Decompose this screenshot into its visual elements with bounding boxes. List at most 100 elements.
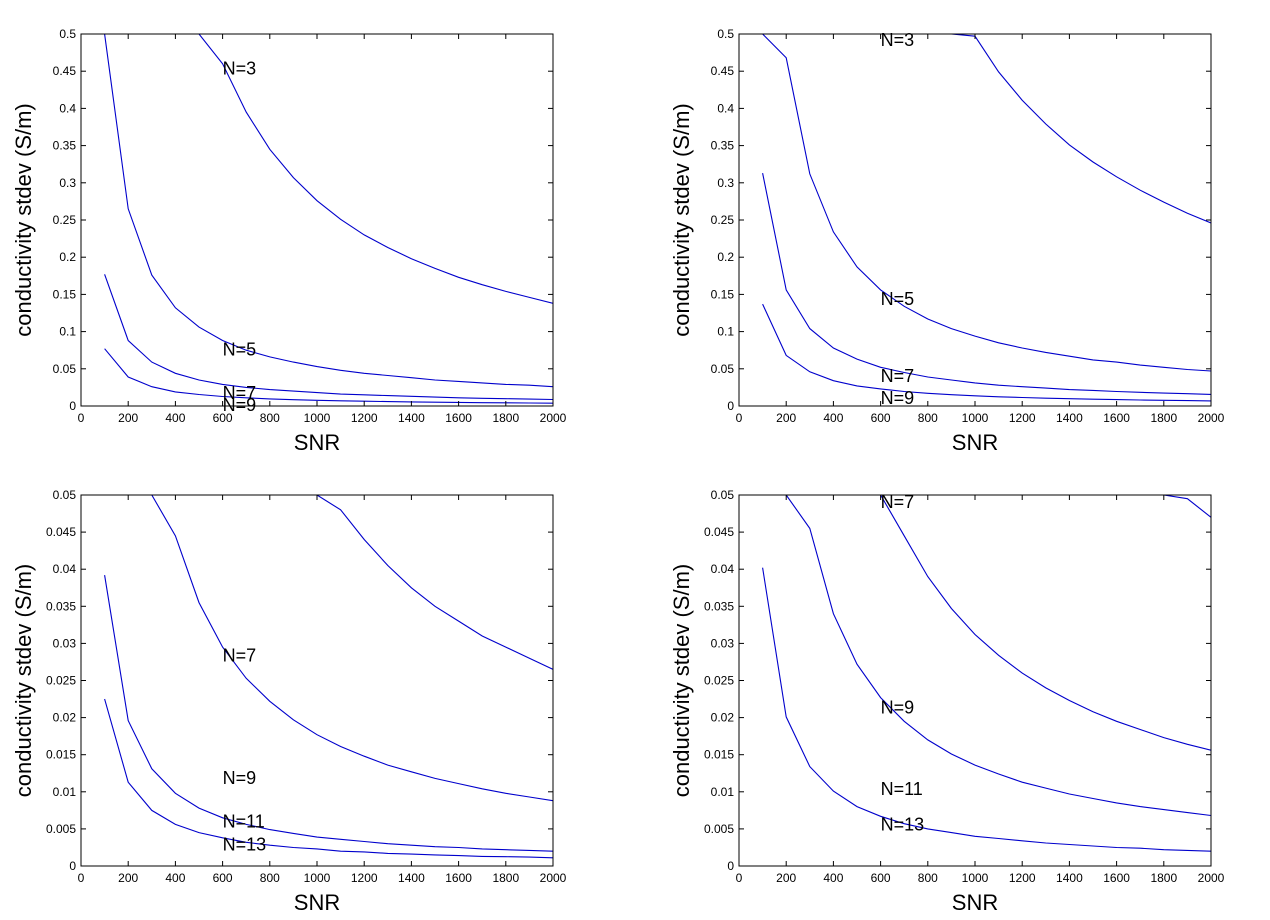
curve-label-n-7: N=7 <box>223 646 257 666</box>
chart-panel-4: 0 200 400 600 800 1000 1200 1400 1600 1800 2000 0 0.… <box>669 488 1225 915</box>
x-tick-label: 400 <box>165 871 185 885</box>
y-tick-label: 0.2 <box>59 250 76 264</box>
series-line-n-7 <box>762 172 1211 395</box>
y-tick-label: 0.01 <box>711 785 735 799</box>
x-tick-label: 800 <box>260 411 280 425</box>
x-tick-label: 1400 <box>1056 871 1083 885</box>
x-tick-label: 0 <box>736 411 743 425</box>
y-tick-label: 0.05 <box>711 362 735 376</box>
x-tick-label: 2000 <box>540 411 567 425</box>
y-tick-label: 0.25 <box>711 213 735 227</box>
y-tick-label: 0.15 <box>53 287 77 301</box>
y-tick-label: 0.04 <box>711 562 735 576</box>
y-axis-label: conductivity stdev (S/m) <box>11 564 36 798</box>
curve-label-n-3: N=3 <box>881 30 915 50</box>
x-tick-label: 600 <box>871 411 891 425</box>
curve-label-n-7: N=7 <box>223 383 257 403</box>
x-tick-label: 2000 <box>1198 411 1225 425</box>
curve-label-n-9: N=9 <box>223 395 257 415</box>
series-line-n-7 <box>104 495 553 670</box>
plot-frame <box>80 33 554 407</box>
x-tick-label: 1600 <box>445 411 472 425</box>
y-tick-label: 0.45 <box>711 64 735 78</box>
curve-label-n-9: N=9 <box>881 697 915 717</box>
y-axis-label: conductivity stdev (S/m) <box>669 564 694 798</box>
x-axis-label: SNR <box>952 890 998 915</box>
curve-label-n-9: N=9 <box>223 768 257 788</box>
x-tick-label: 1400 <box>398 871 425 885</box>
y-tick-label: 0.035 <box>704 599 734 613</box>
y-tick-label: 0 <box>727 399 734 413</box>
y-tick-label: 0.045 <box>46 525 76 539</box>
curve-label-n-13: N=13 <box>881 815 925 835</box>
x-tick-label: 1200 <box>351 871 378 885</box>
curve-label-n-9: N=9 <box>881 388 915 408</box>
x-tick-label: 600 <box>871 871 891 885</box>
chart-panel-3: 0 200 400 600 800 1000 1200 1400 1600 1800 2000 0 0.… <box>11 488 567 915</box>
x-tick-label: 0 <box>78 411 85 425</box>
x-tick-label: 200 <box>118 871 138 885</box>
y-tick-label: 0.45 <box>53 64 77 78</box>
y-tick-label: 0.2 <box>717 250 734 264</box>
x-tick-label: 1000 <box>962 871 989 885</box>
x-axis-label: SNR <box>294 430 340 455</box>
x-tick-label: 800 <box>260 871 280 885</box>
x-tick-label: 1800 <box>1150 411 1177 425</box>
x-tick-label: 1600 <box>445 871 472 885</box>
series-line-n-3 <box>104 34 553 304</box>
y-axis-label: conductivity stdev (S/m) <box>669 103 694 337</box>
series-line-n-13 <box>762 567 1211 852</box>
curve-label-n-11: N=11 <box>881 779 923 799</box>
y-tick-label: 0.05 <box>711 488 735 502</box>
y-tick-label: 0 <box>727 859 734 873</box>
series-line-n-9 <box>104 495 553 802</box>
y-tick-label: 0.15 <box>711 287 735 301</box>
y-tick-label: 0.05 <box>53 362 77 376</box>
y-tick-label: 0.5 <box>717 27 734 41</box>
series-line-n-7 <box>104 274 553 401</box>
y-tick-label: 0.04 <box>53 562 77 576</box>
x-tick-label: 400 <box>165 411 185 425</box>
x-tick-label: 1800 <box>492 871 519 885</box>
y-tick-label: 0.02 <box>53 711 77 725</box>
curve-label-n-7: N=7 <box>881 492 915 512</box>
plot-frame <box>738 33 1212 407</box>
series-line-n-5 <box>762 34 1211 372</box>
x-axis-label: SNR <box>294 890 340 915</box>
x-tick-label: 1400 <box>1056 411 1083 425</box>
x-tick-label: 600 <box>213 411 233 425</box>
x-tick-label: 1800 <box>1150 871 1177 885</box>
y-tick-label: 0.5 <box>59 27 76 41</box>
x-tick-label: 200 <box>776 411 796 425</box>
x-tick-label: 1200 <box>1009 411 1036 425</box>
x-tick-label: 200 <box>776 871 796 885</box>
x-tick-label: 800 <box>918 871 938 885</box>
series-line-n-13 <box>104 698 553 859</box>
y-tick-label: 0.025 <box>704 674 734 688</box>
curve-label-n-5: N=5 <box>223 340 257 360</box>
y-tick-label: 0.3 <box>59 176 76 190</box>
series-line-n-9 <box>104 348 553 404</box>
series-line-n-5 <box>104 34 553 388</box>
y-tick-label: 0 <box>69 859 76 873</box>
y-tick-label: 0.045 <box>704 525 734 539</box>
y-tick-label: 0.25 <box>53 213 77 227</box>
curve-label-n-3: N=3 <box>223 58 257 78</box>
y-tick-label: 0.03 <box>53 636 77 650</box>
chart-panel-2: 0 200 400 600 800 1000 1200 1400 1600 1800 2000 0 0.… <box>669 27 1225 455</box>
y-tick-label: 0.1 <box>717 325 734 339</box>
x-tick-label: 800 <box>918 411 938 425</box>
y-tick-label: 0.4 <box>717 101 734 115</box>
y-tick-label: 0.4 <box>59 101 76 115</box>
x-tick-label: 1000 <box>962 411 989 425</box>
x-tick-label: 1200 <box>1009 871 1036 885</box>
series-line-n-11 <box>104 575 553 852</box>
x-tick-label: 400 <box>823 871 843 885</box>
y-tick-label: 0.015 <box>704 748 734 762</box>
y-tick-label: 0.035 <box>46 599 76 613</box>
x-axis-label: SNR <box>952 430 998 455</box>
curve-label-n-7: N=7 <box>881 366 915 386</box>
y-tick-label: 0.05 <box>53 488 77 502</box>
x-tick-label: 2000 <box>1198 871 1225 885</box>
